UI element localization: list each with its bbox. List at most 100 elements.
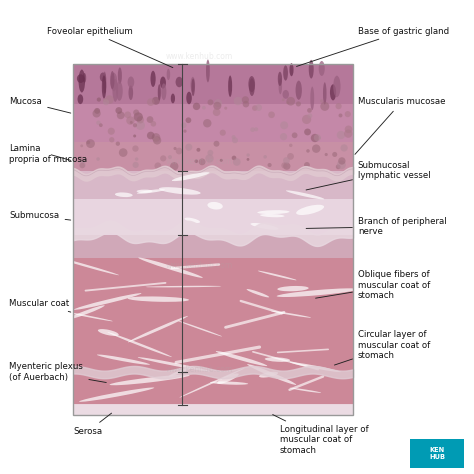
Circle shape xyxy=(338,157,346,164)
Ellipse shape xyxy=(257,210,290,214)
Ellipse shape xyxy=(319,61,325,76)
Ellipse shape xyxy=(206,59,210,82)
Circle shape xyxy=(124,111,131,118)
Bar xyxy=(73,404,353,415)
Circle shape xyxy=(338,113,343,118)
Ellipse shape xyxy=(271,311,311,318)
Text: Mucosa: Mucosa xyxy=(9,98,71,113)
Ellipse shape xyxy=(216,351,267,366)
Circle shape xyxy=(109,137,114,143)
Circle shape xyxy=(325,153,328,156)
Circle shape xyxy=(94,108,100,114)
Text: Submucosal
lymphatic vessel: Submucosal lymphatic vessel xyxy=(306,161,430,190)
Circle shape xyxy=(283,157,290,164)
Circle shape xyxy=(136,121,145,130)
Circle shape xyxy=(283,163,291,170)
Bar xyxy=(73,64,353,104)
Circle shape xyxy=(255,104,262,111)
Circle shape xyxy=(135,157,138,161)
Ellipse shape xyxy=(296,205,324,215)
Circle shape xyxy=(133,162,139,168)
Ellipse shape xyxy=(290,388,321,393)
Circle shape xyxy=(181,122,187,128)
Circle shape xyxy=(176,147,182,155)
Circle shape xyxy=(224,107,227,109)
Ellipse shape xyxy=(47,255,119,275)
Ellipse shape xyxy=(248,76,255,92)
Circle shape xyxy=(96,157,100,161)
Ellipse shape xyxy=(138,357,210,372)
Circle shape xyxy=(168,155,172,159)
Ellipse shape xyxy=(283,90,289,99)
Text: www.kenhub.com: www.kenhub.com xyxy=(165,261,233,270)
Circle shape xyxy=(213,141,219,146)
Ellipse shape xyxy=(249,78,255,96)
Circle shape xyxy=(152,133,160,142)
Circle shape xyxy=(202,106,206,109)
Text: Foveolar epithelium: Foveolar epithelium xyxy=(47,27,173,68)
Circle shape xyxy=(214,99,222,107)
Text: Longitudinal layer of
muscular coat of
stomach: Longitudinal layer of muscular coat of s… xyxy=(273,415,368,455)
Ellipse shape xyxy=(228,75,232,97)
Circle shape xyxy=(280,121,288,129)
Circle shape xyxy=(103,99,109,105)
Circle shape xyxy=(233,158,241,166)
Circle shape xyxy=(246,154,250,157)
Ellipse shape xyxy=(109,375,190,385)
Ellipse shape xyxy=(265,357,290,362)
Circle shape xyxy=(232,155,237,160)
Ellipse shape xyxy=(330,84,336,100)
Text: www.kenhub.com: www.kenhub.com xyxy=(165,365,233,374)
Bar xyxy=(73,142,353,171)
Text: Submucosa: Submucosa xyxy=(9,211,71,220)
Ellipse shape xyxy=(184,218,200,223)
Circle shape xyxy=(151,121,156,127)
Circle shape xyxy=(119,148,128,157)
Circle shape xyxy=(126,116,135,125)
Bar xyxy=(73,64,353,415)
Circle shape xyxy=(160,155,166,162)
Circle shape xyxy=(208,100,213,105)
Circle shape xyxy=(337,160,346,169)
Circle shape xyxy=(185,144,192,151)
Ellipse shape xyxy=(246,289,269,297)
Text: Branch of peripheral
nerve: Branch of peripheral nerve xyxy=(306,217,447,236)
Circle shape xyxy=(78,156,83,162)
Ellipse shape xyxy=(79,387,154,402)
Ellipse shape xyxy=(178,320,222,337)
Circle shape xyxy=(311,134,319,142)
Ellipse shape xyxy=(74,293,141,310)
Circle shape xyxy=(153,136,161,145)
Circle shape xyxy=(281,163,287,168)
Text: Circular layer of
muscular coat of
stomach: Circular layer of muscular coat of stoma… xyxy=(335,330,430,365)
Circle shape xyxy=(80,162,86,168)
Circle shape xyxy=(203,119,211,128)
Ellipse shape xyxy=(186,91,192,104)
Ellipse shape xyxy=(283,65,288,81)
Circle shape xyxy=(304,162,310,168)
Bar xyxy=(73,405,353,415)
Ellipse shape xyxy=(82,73,86,83)
Ellipse shape xyxy=(191,77,195,92)
Ellipse shape xyxy=(128,316,188,342)
Circle shape xyxy=(267,163,272,167)
Circle shape xyxy=(133,123,137,128)
Circle shape xyxy=(147,98,155,106)
Circle shape xyxy=(196,148,201,152)
Circle shape xyxy=(232,135,236,139)
Ellipse shape xyxy=(110,73,118,91)
Circle shape xyxy=(252,105,257,111)
Ellipse shape xyxy=(100,73,106,82)
Circle shape xyxy=(336,164,341,169)
Circle shape xyxy=(137,116,144,123)
Ellipse shape xyxy=(128,76,134,88)
Ellipse shape xyxy=(102,75,106,99)
Circle shape xyxy=(332,152,337,157)
Circle shape xyxy=(105,95,114,104)
Circle shape xyxy=(337,131,345,139)
Circle shape xyxy=(345,126,352,133)
Text: Lamina
propria of mucosa: Lamina propria of mucosa xyxy=(9,145,88,164)
Circle shape xyxy=(108,128,115,135)
Text: Muscular coat: Muscular coat xyxy=(9,299,71,312)
Ellipse shape xyxy=(97,355,150,365)
